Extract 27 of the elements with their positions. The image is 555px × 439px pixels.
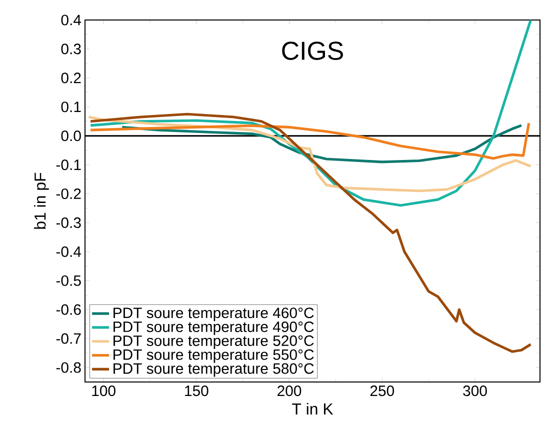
y-tick-label: -0.8 <box>56 362 81 373</box>
y-tick-label: -0.6 <box>56 304 81 315</box>
y-tick-label: 0.0 <box>61 130 81 142</box>
y-tick-label: 0.3 <box>61 44 81 54</box>
legend-label: PDT soure temperature 550°C <box>114 349 314 363</box>
text: CIGS <box>282 42 343 60</box>
x-tick-label: 300 <box>463 386 487 396</box>
legend-label: PDT soure temperature 580°C <box>114 363 314 377</box>
legend-label: PDT soure temperature 490°C <box>114 321 314 336</box>
x-axis-title: T in K <box>292 402 334 414</box>
x-tick-label: 150 <box>185 386 208 396</box>
y-tick-label: -0.1 <box>56 160 81 170</box>
x-tick-label: 200 <box>278 386 302 396</box>
y-tick-label: 0.2 <box>61 72 81 84</box>
x-tick-label: 100 <box>92 386 116 396</box>
y-tick-label: -0.2 <box>56 188 81 200</box>
y-tick-label: -0.4 <box>56 246 82 257</box>
y-tick-label: -0.7 <box>56 333 81 344</box>
legend-label: PDT soure temperature 520°C <box>114 335 314 349</box>
x-tick-label: 250 <box>370 386 394 396</box>
legend-label: PDT soure temperature 460°C <box>114 308 314 322</box>
y-tick-label: 0.1 <box>61 102 81 112</box>
line-series <box>89 122 530 160</box>
y-axis-title: b1 in pF <box>34 172 49 229</box>
y-tick-label: 0.4 <box>61 14 82 26</box>
y-tick-label: -0.3 <box>56 217 81 228</box>
y-tick-label: -0.5 <box>56 275 81 286</box>
